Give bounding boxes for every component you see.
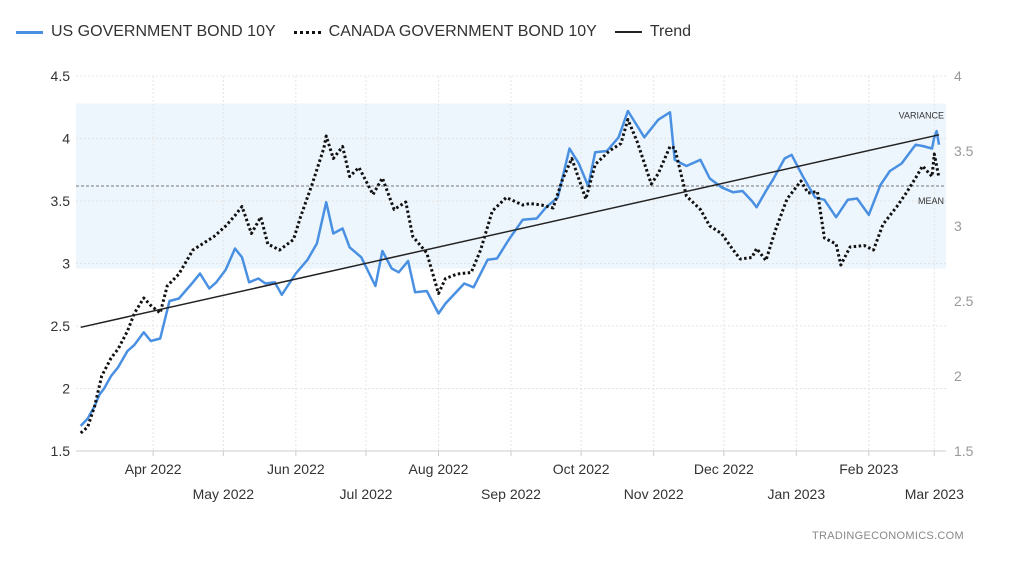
x-tick-label: Feb 2023 [839, 461, 898, 477]
trend-line [80, 134, 940, 329]
x-tick-label: Nov 2022 [624, 486, 684, 502]
legend-swatch-us [16, 30, 43, 34]
legend-label-us: US GOVERNMENT BOND 10Y [51, 23, 276, 40]
legend-label-trend: Trend [649, 23, 692, 40]
legend: US GOVERNMENT BOND 10Y CANADA GOVERNMENT… [16, 20, 709, 44]
legend-item-us[interactable]: US GOVERNMENT BOND 10Y [16, 23, 276, 41]
y-right-tick-label: 2 [954, 368, 962, 384]
x-tick-label: May 2022 [193, 486, 255, 502]
y-left-tick-label: 1.5 [51, 443, 71, 459]
x-tick-label: Jun 2022 [267, 461, 325, 477]
mean-label: MEAN [918, 196, 944, 206]
y-right-tick-label: 3.5 [954, 143, 974, 159]
x-tick-label: Mar 2023 [905, 486, 964, 502]
y-right-tick-label: 1.5 [954, 443, 974, 459]
legend-swatch-trend [614, 31, 642, 33]
y-left-tick-label: 3.5 [51, 193, 71, 209]
watermark: TRADINGECONOMICS.COM [811, 530, 964, 542]
canada-bond-line [79, 118, 941, 435]
x-tick-label: Apr 2022 [125, 461, 182, 477]
y-right-tick-label: 2.5 [954, 293, 974, 309]
y-left-tick-label: 2.5 [51, 318, 71, 334]
legend-label-canada: CANADA GOVERNMENT BOND 10Y [328, 23, 597, 40]
x-tick-label: Jan 2023 [768, 486, 826, 502]
legend-swatch-canada [293, 30, 321, 34]
x-tick-label: Sep 2022 [481, 486, 541, 502]
y-right-tick-label: 3 [954, 218, 962, 234]
y-left-tick-label: 4 [62, 131, 70, 147]
y-left-tick-label: 2 [62, 381, 70, 397]
y-left-tick-label: 4.5 [51, 68, 71, 84]
legend-item-trend[interactable]: Trend [614, 23, 692, 41]
legend-item-canada[interactable]: CANADA GOVERNMENT BOND 10Y [293, 23, 597, 41]
variance-label: VARIANCE [899, 111, 944, 121]
us-bond-line [79, 109, 941, 427]
x-tick-label: Jul 2022 [340, 486, 393, 502]
x-tick-label: Dec 2022 [694, 461, 754, 477]
x-tick-label: Oct 2022 [553, 461, 610, 477]
y-left-tick-label: 3 [62, 256, 70, 272]
x-tick-label: Aug 2022 [409, 461, 469, 477]
y-right-tick-label: 4 [954, 68, 962, 84]
